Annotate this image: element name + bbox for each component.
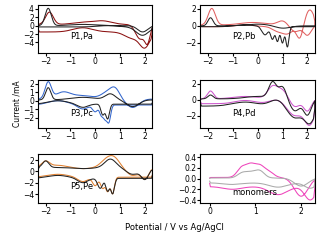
Text: P2,Pb: P2,Pb [232, 32, 256, 41]
Text: P4,Pd: P4,Pd [232, 109, 256, 118]
Text: P3,Pc: P3,Pc [70, 109, 93, 118]
Text: monomers: monomers [232, 188, 278, 197]
Text: P1,Pa: P1,Pa [70, 32, 93, 41]
Y-axis label: Current /mA: Current /mA [12, 80, 22, 127]
Text: Potential / V vs Ag/AgCl: Potential / V vs Ag/AgCl [126, 223, 224, 232]
Text: P5,Pe: P5,Pe [70, 182, 93, 191]
